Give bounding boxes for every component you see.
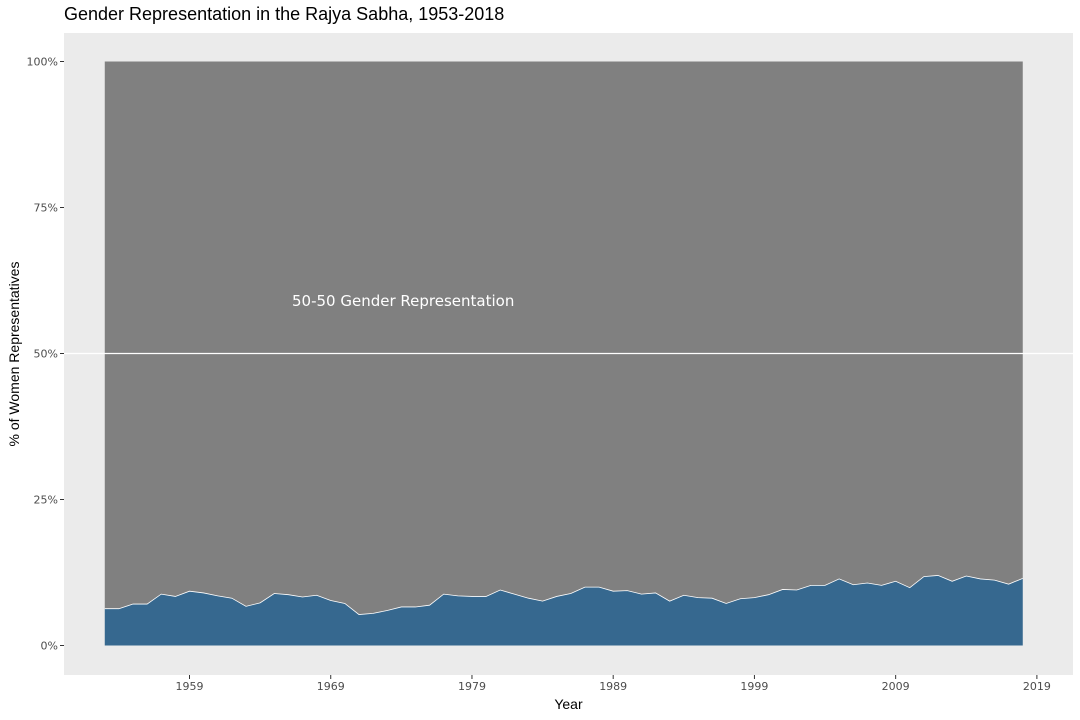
y-axis-title: % of Women Representatives	[6, 262, 22, 447]
women-share-area	[104, 575, 1023, 646]
x-tick-label: 2019	[1023, 680, 1051, 693]
y-tick-label: 25%	[34, 494, 58, 507]
x-tick-label: 2009	[882, 680, 910, 693]
x-axis: 1959 1969 1979 1989 1999 2009 2019	[176, 675, 1051, 693]
x-tick-label: 1989	[599, 680, 627, 693]
y-tick-label: 50%	[34, 348, 58, 361]
men-share-area	[104, 61, 1023, 615]
y-tick-label: 75%	[34, 202, 58, 215]
reference-line-annotation: 50-50 Gender Representation	[292, 292, 514, 310]
x-axis-title: Year	[554, 696, 583, 712]
y-tick-label: 0%	[41, 640, 58, 653]
y-tick-label: 100%	[27, 56, 58, 69]
women-share-boundary-line	[104, 575, 1023, 615]
x-tick-label: 1959	[176, 680, 204, 693]
x-tick-label: 1999	[740, 680, 768, 693]
y-axis: 0% 25% 50% 75% 100%	[27, 56, 64, 653]
x-tick-label: 1979	[458, 680, 486, 693]
chart-title: Gender Representation in the Rajya Sabha…	[64, 4, 505, 24]
x-tick-label: 1969	[317, 680, 345, 693]
